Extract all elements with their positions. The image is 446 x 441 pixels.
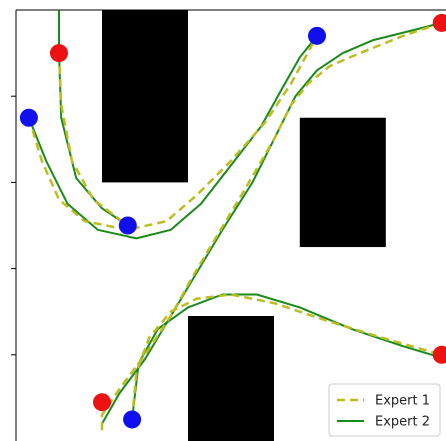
goal-marker-2 bbox=[118, 216, 137, 235]
goal-marker-1 bbox=[19, 108, 38, 127]
start-marker-1 bbox=[50, 44, 68, 63]
series-2-path-1 bbox=[27, 35, 318, 240]
series-2-path-4 bbox=[101, 21, 442, 425]
start-marker-2 bbox=[432, 13, 446, 32]
legend-label-expert-1: Expert 1 bbox=[375, 394, 430, 409]
obstacle-2 bbox=[299, 117, 386, 248]
endpoint-markers bbox=[19, 13, 446, 429]
start-marker-3 bbox=[93, 393, 111, 412]
obstacle-3 bbox=[188, 316, 274, 441]
goal-marker-3 bbox=[308, 26, 326, 45]
series-1-path-2 bbox=[57, 53, 129, 227]
series bbox=[27, 10, 446, 433]
obstacles bbox=[102, 10, 386, 441]
start-marker-4 bbox=[432, 345, 446, 364]
series-2-path-5 bbox=[131, 293, 446, 420]
obstacle-1 bbox=[102, 10, 188, 183]
legend-label-expert-2: Expert 2 bbox=[375, 415, 430, 430]
goal-marker-4 bbox=[123, 410, 142, 429]
series-1-path-4 bbox=[130, 293, 443, 420]
series-1-path-3 bbox=[100, 21, 443, 433]
legend-box bbox=[328, 383, 441, 437]
legend: Expert 1 Expert 2 bbox=[328, 383, 441, 437]
axes-frame bbox=[11, 9, 446, 441]
